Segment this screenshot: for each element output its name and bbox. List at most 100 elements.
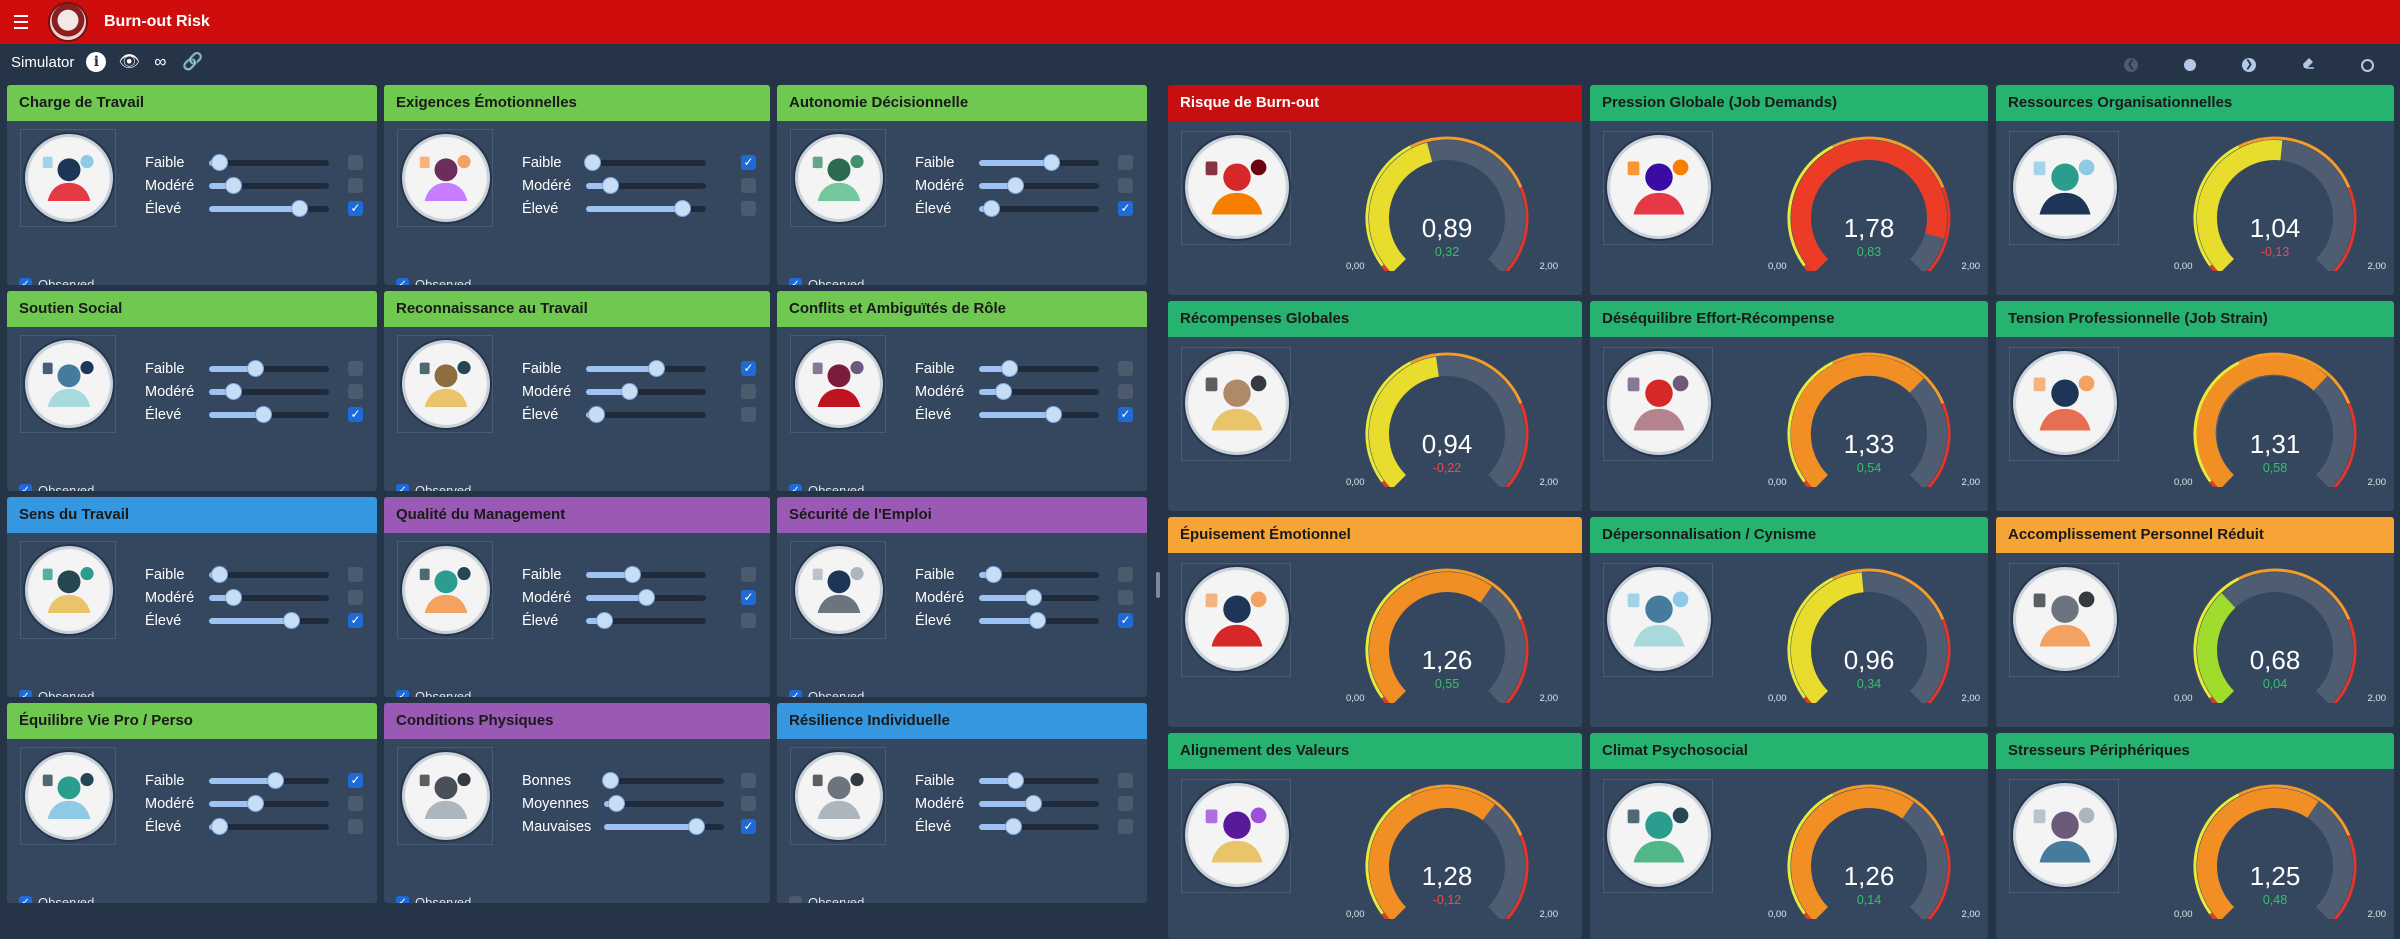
probability-slider[interactable] — [979, 589, 1099, 605]
slider-handle[interactable] — [986, 566, 1002, 582]
probability-slider[interactable] — [979, 772, 1099, 788]
observed-checkbox[interactable]: ✓ — [789, 484, 802, 491]
observed-toggle[interactable]: ✓ Observed — [789, 689, 864, 697]
observed-checkbox[interactable]: ✓ — [396, 484, 409, 491]
observed-checkbox[interactable]: ✓ — [396, 896, 409, 903]
evidence-checkbox[interactable] — [741, 773, 756, 788]
slider-handle[interactable] — [292, 200, 307, 216]
evidence-checkbox[interactable]: ✓ — [741, 361, 756, 376]
observed-toggle[interactable]: ✓ Observed — [396, 895, 471, 903]
probability-slider[interactable] — [209, 406, 329, 422]
probability-slider[interactable] — [604, 795, 724, 811]
slider-handle[interactable] — [226, 589, 241, 605]
observed-toggle[interactable]: Observed — [789, 895, 864, 903]
slider-handle[interactable] — [1005, 818, 1021, 834]
evidence-checkbox[interactable]: ✓ — [348, 407, 363, 422]
reset-button[interactable] — [2357, 54, 2377, 74]
slider-handle[interactable] — [1002, 360, 1017, 376]
probability-slider[interactable] — [979, 177, 1099, 193]
slider-handle[interactable] — [1008, 772, 1023, 788]
probability-slider[interactable] — [209, 795, 329, 811]
probability-slider[interactable] — [586, 177, 706, 193]
slider-handle[interactable] — [639, 589, 654, 605]
slider-handle[interactable] — [624, 566, 640, 582]
probability-slider[interactable] — [979, 795, 1099, 811]
observed-toggle[interactable]: ✓ Observed — [789, 277, 864, 285]
evidence-checkbox[interactable] — [348, 155, 363, 170]
slider-handle[interactable] — [585, 154, 600, 170]
probability-slider[interactable] — [209, 177, 329, 193]
evidence-checkbox[interactable]: ✓ — [348, 201, 363, 216]
slider-handle[interactable] — [256, 406, 271, 422]
slider-handle[interactable] — [247, 360, 263, 376]
evidence-checkbox[interactable] — [741, 201, 756, 216]
slider-handle[interactable] — [648, 360, 664, 376]
slider-handle[interactable] — [226, 177, 241, 193]
observed-toggle[interactable]: ✓ Observed — [19, 689, 94, 697]
evidence-checkbox[interactable] — [741, 613, 756, 628]
observed-toggle[interactable]: ✓ Observed — [19, 277, 94, 285]
evidence-checkbox[interactable] — [1118, 384, 1133, 399]
observed-checkbox[interactable]: ✓ — [19, 896, 32, 903]
observed-checkbox[interactable]: ✓ — [19, 278, 32, 285]
probability-slider[interactable] — [979, 360, 1099, 376]
probability-slider[interactable] — [979, 200, 1099, 216]
evidence-checkbox[interactable] — [741, 796, 756, 811]
evidence-checkbox[interactable]: ✓ — [1118, 201, 1133, 216]
probability-slider[interactable] — [586, 406, 706, 422]
slider-handle[interactable] — [268, 772, 283, 788]
evidence-checkbox[interactable] — [348, 384, 363, 399]
evidence-checkbox[interactable] — [741, 384, 756, 399]
probability-slider[interactable] — [586, 360, 706, 376]
evidence-checkbox[interactable] — [1118, 178, 1133, 193]
evidence-checkbox[interactable]: ✓ — [741, 819, 756, 834]
evidence-checkbox[interactable]: ✓ — [348, 613, 363, 628]
slider-handle[interactable] — [283, 612, 299, 628]
slider-handle[interactable] — [597, 612, 612, 628]
observed-checkbox[interactable]: ✓ — [789, 690, 802, 697]
slider-handle[interactable] — [609, 795, 624, 811]
slider-handle[interactable] — [1029, 612, 1045, 628]
slider-handle[interactable] — [1008, 177, 1023, 193]
slider-handle[interactable] — [1026, 589, 1041, 605]
slider-handle[interactable] — [675, 200, 690, 216]
probability-slider[interactable] — [586, 589, 706, 605]
panel-splitter[interactable] — [1156, 572, 1160, 598]
probability-slider[interactable] — [979, 612, 1099, 628]
probability-slider[interactable] — [586, 612, 706, 628]
observed-toggle[interactable]: ✓ Observed — [19, 895, 94, 903]
observed-checkbox[interactable]: ✓ — [19, 690, 32, 697]
evidence-checkbox[interactable] — [1118, 773, 1133, 788]
slider-handle[interactable] — [1044, 154, 1059, 170]
slider-handle[interactable] — [211, 566, 227, 582]
slider-handle[interactable] — [226, 383, 241, 399]
observed-checkbox[interactable]: ✓ — [19, 484, 32, 491]
probability-slider[interactable] — [604, 818, 724, 834]
evidence-checkbox[interactable] — [348, 819, 363, 834]
evidence-checkbox[interactable]: ✓ — [741, 155, 756, 170]
eye-icon[interactable]: 👁 — [118, 52, 140, 71]
observed-checkbox[interactable]: ✓ — [396, 278, 409, 285]
evidence-checkbox[interactable] — [348, 796, 363, 811]
slider-handle[interactable] — [247, 795, 263, 811]
back-button[interactable]: ❮ — [2121, 54, 2141, 74]
observed-toggle[interactable]: ✓ Observed — [19, 483, 94, 491]
record-button[interactable] — [2180, 54, 2200, 74]
evidence-checkbox[interactable] — [348, 567, 363, 582]
slider-handle[interactable] — [603, 772, 618, 788]
probability-slider[interactable] — [979, 818, 1099, 834]
slider-handle[interactable] — [603, 177, 618, 193]
slider-handle[interactable] — [588, 406, 604, 422]
eraser-button[interactable] — [2298, 54, 2318, 74]
probability-slider[interactable] — [979, 566, 1099, 582]
menu-icon[interactable] — [14, 15, 38, 29]
evidence-checkbox[interactable] — [348, 590, 363, 605]
evidence-checkbox[interactable] — [741, 178, 756, 193]
slider-handle[interactable] — [996, 383, 1011, 399]
slider-handle[interactable] — [1026, 795, 1041, 811]
evidence-checkbox[interactable] — [1118, 819, 1133, 834]
slider-handle[interactable] — [211, 818, 227, 834]
probability-slider[interactable] — [586, 566, 706, 582]
probability-slider[interactable] — [209, 566, 329, 582]
probability-slider[interactable] — [209, 383, 329, 399]
